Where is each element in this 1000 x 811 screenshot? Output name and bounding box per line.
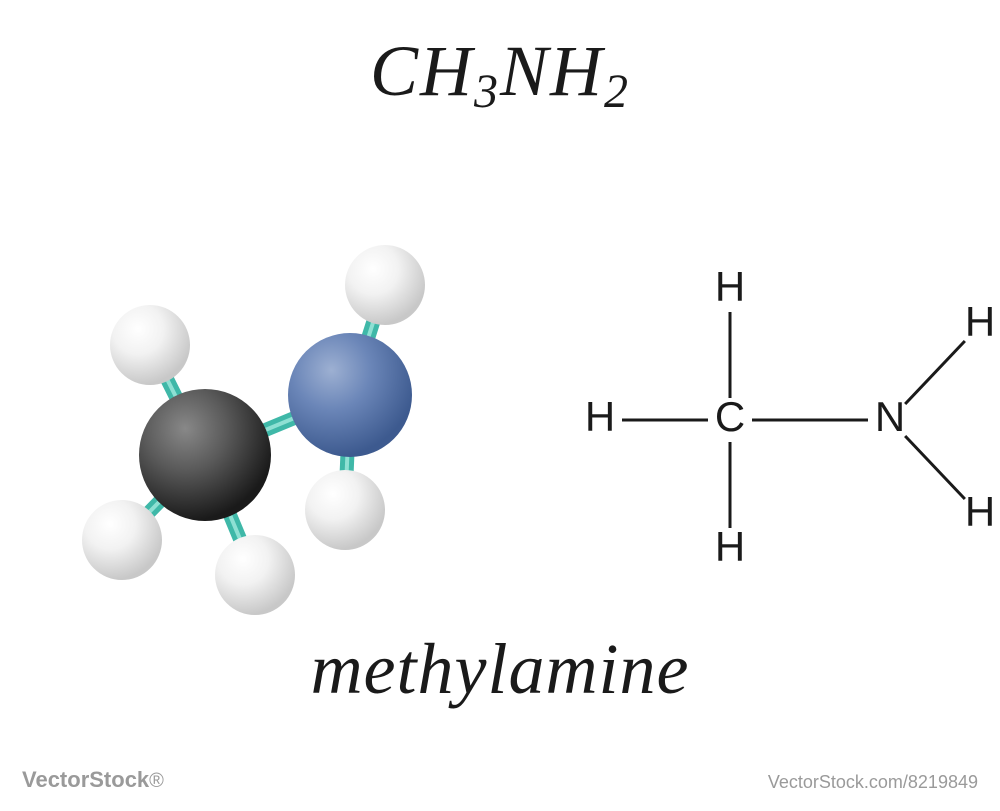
atom-3d-h: [110, 305, 190, 385]
atom-label-h: H: [715, 263, 745, 310]
atom-label-c: C: [715, 393, 745, 440]
molecule-3d-svg: [50, 200, 470, 620]
molecule-3d-model: [50, 200, 470, 620]
watermark-registered: ®: [149, 770, 164, 792]
atom-label-h: H: [585, 393, 615, 440]
atom-3d-c: [139, 389, 271, 521]
atom-3d-h: [215, 535, 295, 615]
bond-2d: [905, 436, 965, 499]
chemical-formula: CH3NH2: [370, 30, 630, 113]
structural-formula: C N H H H H H: [560, 230, 1000, 590]
atom-3d-h: [82, 500, 162, 580]
watermark-id: VectorStock.com/8219849: [768, 772, 978, 793]
atom-3d-h: [305, 470, 385, 550]
atom-3d-n: [288, 333, 412, 457]
atom-3d-h: [345, 245, 425, 325]
structural-svg: C N H H H H H: [560, 230, 1000, 590]
atom-label-h: H: [965, 298, 995, 345]
atom-label-h: H: [715, 523, 745, 570]
atom-label-n: N: [875, 393, 905, 440]
compound-name: methylamine: [311, 628, 690, 711]
watermark-logo: VectorStock®: [22, 767, 164, 793]
bond-2d: [905, 341, 965, 404]
atom-label-h: H: [965, 488, 995, 535]
watermark-logo-text: VectorStock: [22, 767, 149, 792]
